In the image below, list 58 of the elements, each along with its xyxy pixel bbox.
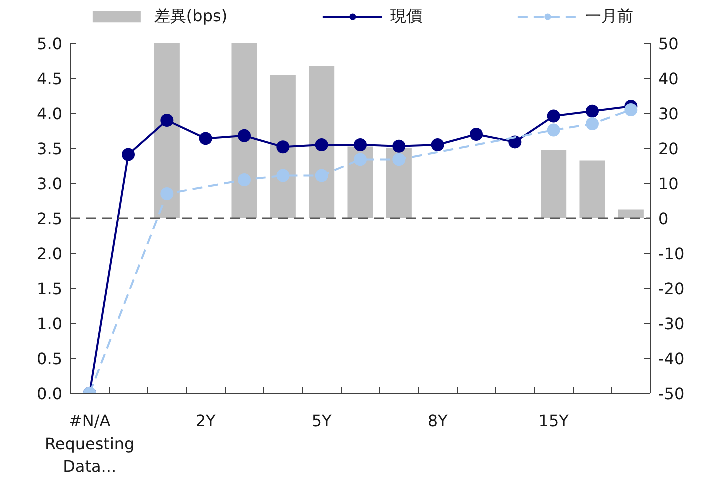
y2-tick-label: -40: [658, 350, 685, 368]
y2-tick-label: -50: [658, 384, 685, 404]
point: [199, 132, 212, 146]
bar: [270, 75, 296, 218]
y2-tick-label: 30: [658, 104, 679, 124]
y-tick-label: 3.5: [37, 140, 63, 158]
y-tick-label: 2.0: [37, 244, 63, 264]
point: [586, 118, 599, 130]
bar: [618, 210, 644, 218]
y-tick-label: 4.0: [37, 104, 63, 124]
point: [238, 174, 251, 186]
point: [315, 169, 328, 182]
point: [470, 128, 483, 141]
x-tick-label: 8Y: [428, 412, 448, 430]
y2-tick-label: 40: [658, 70, 679, 88]
point: [354, 153, 367, 166]
y2-tick-label: 20: [658, 140, 679, 158]
y-tick-label: 1.5: [37, 280, 63, 298]
x-tick-label: #N/A Requesting Data...: [44, 412, 135, 476]
y-tick-label: 4.5: [37, 70, 63, 88]
point: [276, 140, 290, 154]
y-tick-label: 3.0: [37, 174, 63, 194]
y2-tick-label: 50: [658, 34, 679, 54]
legend-label: 差異(bps): [154, 6, 228, 27]
y-tick-label: 0.5: [37, 350, 63, 368]
y2-tick-label: -20: [658, 280, 685, 298]
point: [547, 110, 560, 123]
point: [431, 138, 444, 152]
x-tick-label: 2Y: [196, 412, 216, 430]
x-tick-label: 5Y: [312, 412, 332, 430]
point: [392, 153, 406, 166]
point: [392, 140, 406, 153]
x-tick-label: 15Y: [538, 412, 570, 430]
point: [160, 114, 174, 127]
legend-label: 一月前: [586, 6, 634, 27]
bar: [541, 150, 567, 218]
bar: [580, 160, 606, 218]
point: [160, 188, 174, 200]
bar: [232, 44, 258, 218]
point: [315, 138, 328, 152]
y2-tick-label: -10: [658, 244, 685, 264]
point: [354, 138, 367, 152]
point: [238, 129, 251, 142]
point: [624, 104, 638, 116]
y2-tick-label: -30: [658, 314, 685, 334]
y-tick-label: 0.0: [37, 384, 63, 404]
y-tick-label: 2.5: [37, 210, 63, 228]
y-tick-label: 1.0: [37, 314, 63, 334]
point: [276, 169, 290, 182]
y-tick-label: 5.0: [37, 34, 63, 54]
point: [122, 148, 135, 162]
y2-tick-label: 10: [658, 174, 679, 194]
bar: [154, 44, 180, 218]
point: [547, 124, 560, 137]
bar: [309, 66, 335, 218]
legend-label: 現價: [390, 6, 423, 27]
y2-tick-label: 0: [658, 210, 669, 228]
point: [586, 104, 599, 118]
